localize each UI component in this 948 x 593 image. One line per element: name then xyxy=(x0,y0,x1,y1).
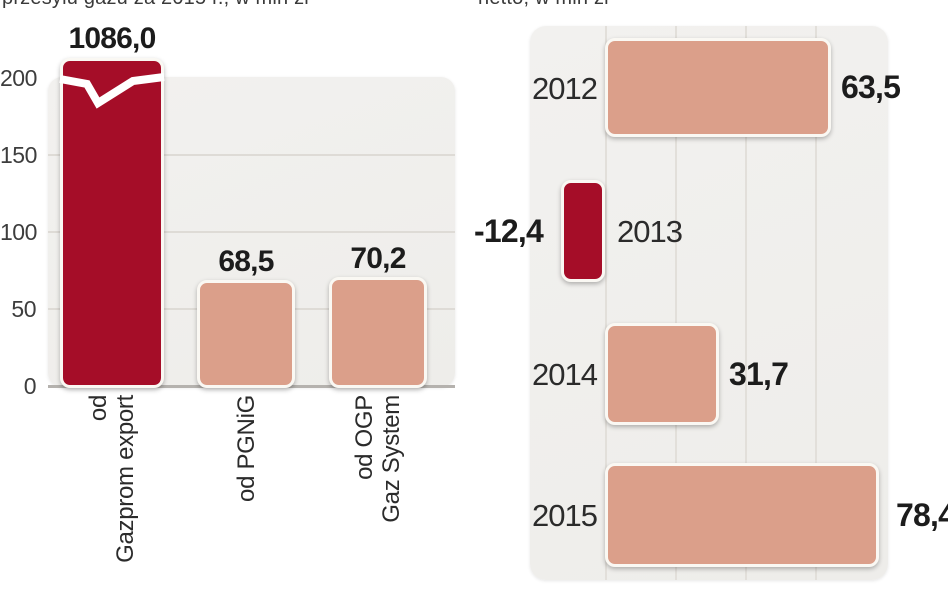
bar-gazprom-export xyxy=(59,58,165,388)
year-label-2012: 2012 xyxy=(532,71,598,106)
ytick-150: 150 xyxy=(0,142,37,168)
left-chart-title: przesyłu gazu za 2015 r., w mln zł xyxy=(2,0,309,10)
ytick-0: 0 xyxy=(23,373,37,399)
bar-2014 xyxy=(605,323,719,425)
bar-ogp-gaz-system xyxy=(329,277,427,388)
value-label-2012: 63,5 xyxy=(841,69,901,105)
value-label-gazprom: 1086,0 xyxy=(68,22,157,55)
year-label-2014: 2014 xyxy=(532,357,598,392)
bar-2015 xyxy=(605,463,879,567)
gridline-40 xyxy=(745,26,747,580)
gridline-150 xyxy=(48,154,455,156)
value-label-ogp: 70,2 xyxy=(350,242,406,275)
xlabel-ogp-gaz-system: od OGP Gaz System xyxy=(351,395,405,523)
right-chart-title: netto, w mln zł xyxy=(478,0,609,10)
xlabel-pgnig: od PGNiG xyxy=(232,395,260,502)
bar-pgnig xyxy=(197,280,295,388)
value-label-2014: 31,7 xyxy=(729,356,789,392)
value-label-pgnig: 68,5 xyxy=(218,245,274,278)
gridline-100 xyxy=(48,231,455,233)
value-label-2015: 78,4 xyxy=(896,497,948,533)
year-label-2015: 2015 xyxy=(532,498,598,533)
ytick-50: 50 xyxy=(11,296,36,322)
bar-2013 xyxy=(561,180,605,282)
bar-2012 xyxy=(605,38,831,137)
xlabel-gazprom-export: od Gazprom export xyxy=(85,395,139,563)
gridline-20 xyxy=(675,26,677,580)
ytick-200: 200 xyxy=(0,65,37,91)
axis-break-icon xyxy=(59,73,165,109)
gridline-0 xyxy=(605,26,607,580)
value-label-2013: -12,4 xyxy=(474,213,544,249)
ytick-100: 100 xyxy=(0,219,37,245)
year-label-2013: 2013 xyxy=(617,214,683,249)
gridline-60 xyxy=(815,26,817,580)
